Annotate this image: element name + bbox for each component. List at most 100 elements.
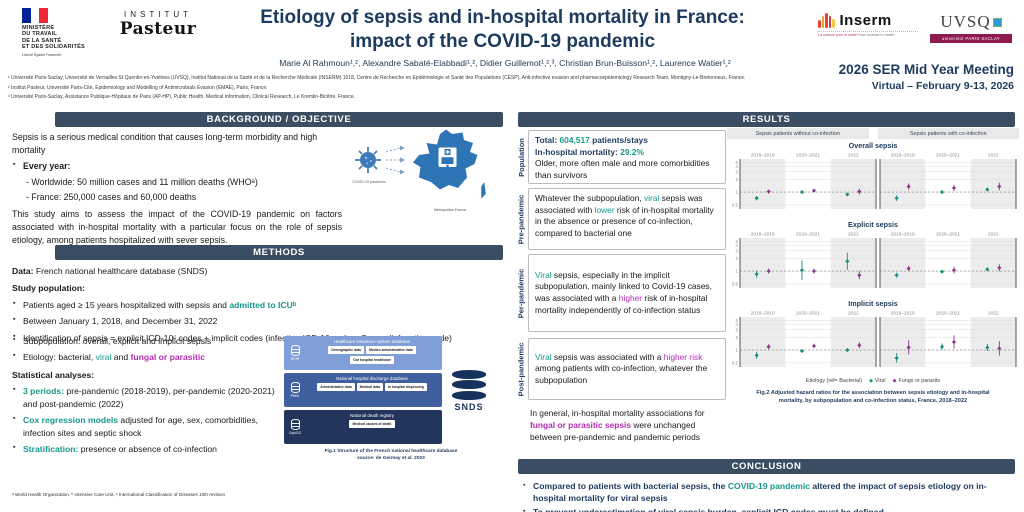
svg-text:2018–2019: 2018–2019 [751, 311, 775, 317]
map-label: Metropolitan France [434, 208, 466, 212]
results-box-per-pandemic: Viral sepsis, especially in the implicit… [528, 254, 726, 332]
results-note: In general, in-hospital mortality associ… [530, 408, 726, 443]
uvsq-wordmark: UVSQ [940, 12, 991, 31]
ministry-line: DE LA SANTÉ [22, 37, 62, 44]
fig2-forest-plots: Sepsis patients without co-infection Sep… [727, 128, 1019, 406]
svg-text:2020–2021: 2020–2021 [936, 232, 960, 238]
background-aim: This study aims to assess the impact of … [12, 208, 342, 246]
title-line-1: Etiology of sepsis and in-hospital morta… [260, 7, 745, 28]
svg-text:2020–2021: 2020–2021 [796, 311, 820, 317]
ministry-line: ET DES SOLIDARITÉS [22, 44, 85, 51]
covid-virus-icon [354, 146, 382, 174]
svg-text:2022: 2022 [848, 311, 859, 317]
fig1-block-DCIR: DCIR Healthcare insurance system database… [284, 336, 442, 370]
svg-text:0.5: 0.5 [732, 360, 739, 365]
results-row-post-pandemic: Post-pandemic Viral sepsis was associate… [514, 338, 726, 400]
methods-bullet: Between January 1, 2018, and December 31… [12, 315, 500, 327]
methods-stat-bullet: Stratification: presence or absence of c… [12, 443, 280, 455]
svg-text:1: 1 [736, 190, 739, 195]
fig1-block-PMSI: PMSI National hospital discharge database… [284, 373, 442, 407]
results-row-label: Per-pandemic [516, 268, 526, 318]
title-line-2: impact of the COVID-19 pandemic [349, 30, 656, 52]
results-line: Total: 604,517 patients/stays [535, 135, 648, 145]
results-row-per-pandemic: Per-pandemic Viral sepsis, especially in… [514, 254, 726, 332]
results-note-line: In general, in-hospital mortality associ… [530, 408, 705, 442]
methods-study-heading: Study population: [12, 283, 86, 294]
svg-text:2022: 2022 [988, 153, 999, 159]
methods-stat-bullet: 3 periods: pre-pandemic (2018-2019), per… [12, 385, 280, 410]
svg-text:4: 4 [736, 322, 739, 327]
methods-footnote: ᵃ World Health Organization, ᵇ Intensive… [12, 492, 226, 497]
uvsq-logo: UVSQ université PARIS-SACLAY [930, 12, 1012, 43]
svg-text:1: 1 [736, 269, 739, 274]
authors-line: Marie Al Rahmoun¹,², Alexandre Sabaté-El… [279, 58, 731, 68]
fig1-caption-line1: Fig.1 Structure of the French national h… [324, 449, 458, 454]
inserm-wordmark: Inserm [839, 12, 892, 29]
fig2-legend-item: ◆ Viral [869, 378, 886, 384]
methods-bullet: Etiology: bacterial, viral and fungal or… [12, 351, 280, 363]
pasteur-wordmark: Pasteur [119, 19, 197, 39]
fig2-legend: Etiology (ref= Bacterial) ◆ Viral ◆ Fungs or… [727, 378, 1019, 384]
methods-text-narrow: Subpopulation: overall, explicit and imp… [12, 331, 280, 456]
results-line: Whatever the subpopulation, viral sepsis… [535, 193, 714, 238]
results-row-population: Population Total: 604,517 patients/stays… [514, 130, 726, 184]
svg-text:5: 5 [736, 160, 739, 165]
section-header-results: RESULTS [518, 112, 1015, 127]
conclusion-bullet: Compared to patients with bacterial seps… [522, 481, 1016, 504]
svg-text:4: 4 [736, 164, 739, 169]
inserm-tagline: La science pour la santé From science to… [818, 31, 918, 37]
database-cylinder-icon [290, 382, 300, 393]
fig1-block-title: National hospital discharge database [335, 376, 408, 381]
fig1-data-box: Out hospital healthcare [350, 356, 394, 364]
diamond-marker-icon: ◆ [892, 378, 897, 384]
chip-with-coinfection: Sepsis patients with co-infection [877, 128, 1019, 139]
fig1-data-box: Medical data [356, 383, 384, 391]
results-box-pre-pandemic: Whatever the subpopulation, viral sepsis… [528, 188, 726, 250]
fig1-caption: Fig.1 Structure of the French national h… [284, 448, 498, 462]
svg-text:3: 3 [736, 327, 739, 332]
methods-study-bullets-2: Subpopulation: overall, explicit and imp… [12, 335, 280, 364]
svg-text:4: 4 [736, 243, 739, 248]
background-bullet: Every year: [12, 160, 342, 173]
svg-text:2018–2019: 2018–2019 [891, 153, 915, 159]
svg-text:0.5: 0.5 [732, 281, 739, 286]
fig1-data-box: Medico-administrative data [365, 346, 416, 354]
conclusion-text: Compared to patients with bacterial seps… [522, 478, 1016, 512]
meeting-info: 2026 SER Mid Year Meeting Virtual – Febr… [784, 62, 1014, 92]
section-header-methods: METHODS [55, 245, 503, 260]
ministry-line: MINISTÈRE [22, 25, 55, 31]
svg-text:2018–2019: 2018–2019 [891, 311, 915, 317]
fig2-legend-series-name: Viral [874, 378, 886, 384]
ministry-motto: Liberté Égalité Fraternité [22, 52, 62, 57]
results-row-label: Pre-pandemic [516, 194, 526, 244]
section-header-background: BACKGROUND / OBJECTIVE [55, 112, 503, 127]
fig2-chart-2: 2018–2019 2020–2021 2022 543 2 1 0.5 2018–2019 2… [732, 232, 1017, 288]
institut-pasteur-logo: INSTITUT Pasteur [108, 10, 208, 39]
results-row-label: Population [516, 137, 526, 177]
fig1-block-acronym: CépiDC [288, 431, 302, 435]
inserm-hand-icon [818, 12, 835, 28]
methods-stat-heading: Statistical analyses: [12, 369, 95, 380]
methods-bullet: Subpopulation: overall, explicit and imp… [12, 335, 280, 347]
svg-text:5: 5 [736, 318, 739, 323]
covid-label: COVID-19 pandemic [352, 180, 386, 184]
poster-title: Etiology of sepsis and in-hospital morta… [215, 6, 790, 54]
conclusion-bullet: To prevent underestimation of viral seps… [522, 507, 1016, 512]
snds-label: SNDS [454, 401, 484, 412]
fig2-legend-series-name: Fungs or parasits [898, 378, 941, 384]
results-box-population: Total: 604,517 patients/stays In-hospital… [528, 130, 726, 184]
svg-text:3: 3 [736, 248, 739, 253]
fig1-data-box: Medical causes of death [349, 420, 395, 428]
chip-without-coinfection: Sepsis patients without co-infection [727, 128, 869, 139]
fig1-snds-diagram: DCIR Healthcare insurance system database… [284, 336, 498, 462]
results-box-post-pandemic: Viral sepsis was associated with a highe… [528, 338, 726, 400]
fig1-block-acronym: DCIR [290, 357, 300, 361]
fig1-caption-line2: source: de Germay et al. 2023 [357, 456, 425, 462]
arrow-icon [385, 147, 401, 173]
ministry-line: DU TRAVAIL [22, 31, 58, 38]
svg-text:2022: 2022 [988, 232, 999, 238]
methods-stat-bullets: 3 periods: pre-pandemic (2018-2019), per… [12, 385, 280, 455]
svg-text:2020–2021: 2020–2021 [936, 153, 960, 159]
fig1-data-box: In hospital dispensing [385, 383, 427, 391]
background-text: Sepsis is a serious medical condition th… [12, 131, 342, 248]
